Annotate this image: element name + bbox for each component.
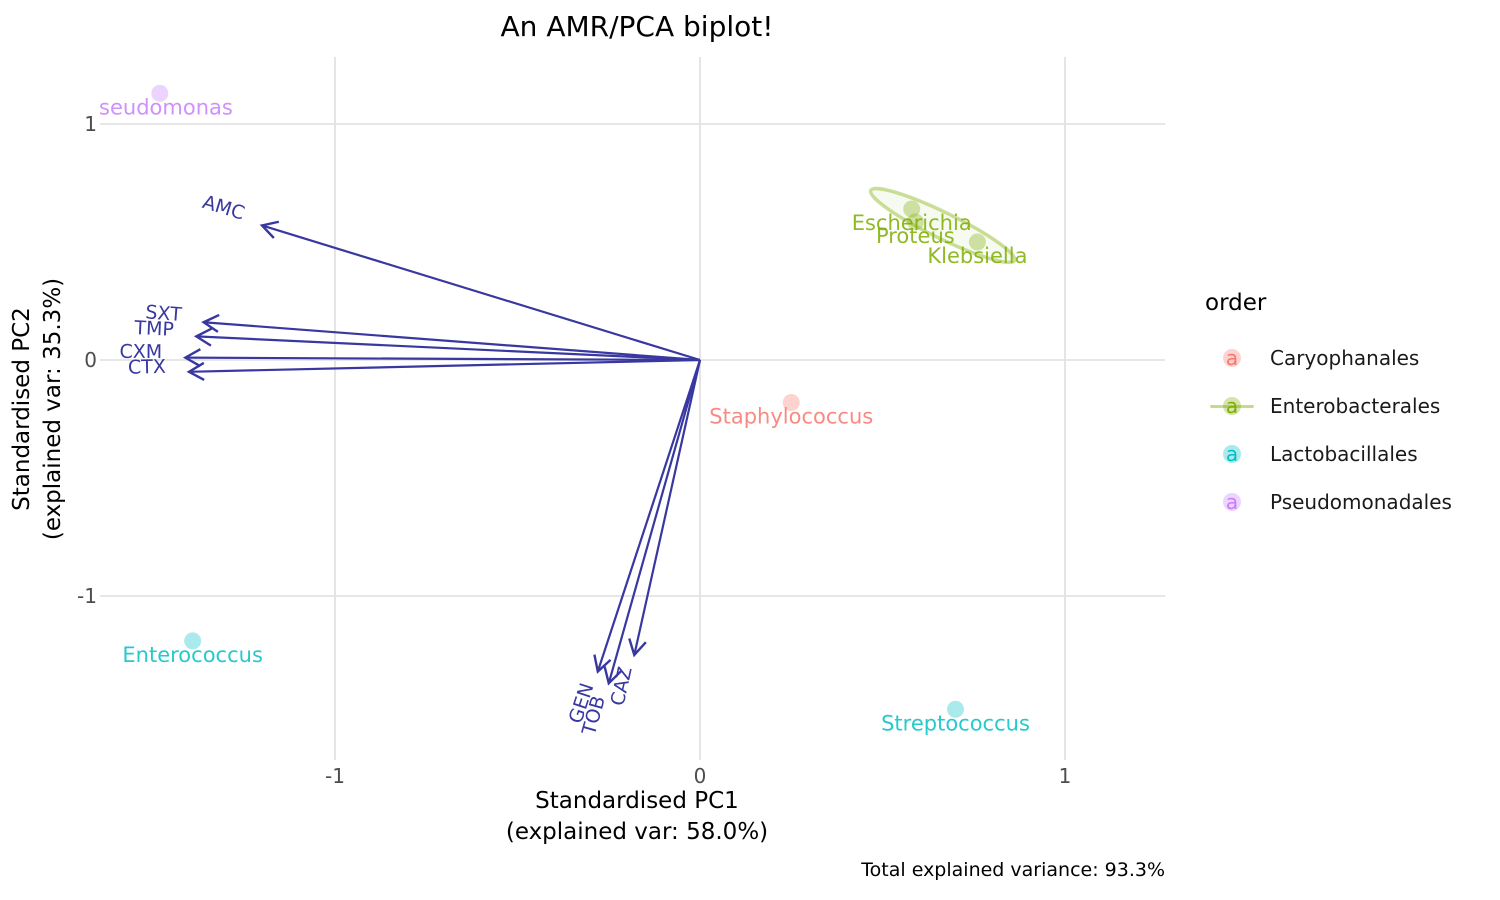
loading-arrow-AMC	[259, 220, 701, 362]
legend-key-letter: a	[1225, 442, 1239, 466]
loading-arrow-TMP	[193, 327, 701, 362]
x-axis-title-line1: Standardised PC1	[535, 788, 739, 814]
legend-item-lactobacillales: a Lactobacillales	[1205, 430, 1495, 478]
legend-key-icon: a	[1205, 484, 1259, 520]
loading-label-SXT: SXT	[145, 301, 183, 326]
legend-key-icon: a	[1205, 340, 1259, 376]
point-label-klebsiella: Klebsiella	[927, 244, 1027, 268]
loading-arrow-GEN	[593, 359, 702, 674]
point-pseudomonas	[151, 84, 169, 102]
legend-item-enterobacterales: a Enterobacterales	[1205, 382, 1495, 430]
loading-label-AMC: AMC	[200, 191, 247, 225]
legend-key-point	[1223, 493, 1241, 511]
legend-key-icon: a	[1205, 436, 1259, 472]
x-tick-label--1: -1	[325, 764, 345, 788]
point-label-enterococcus: Enterococcus	[122, 643, 263, 667]
point-escherichia	[903, 200, 921, 218]
point-proteus	[906, 213, 924, 231]
point-label-escherichia: Escherichia	[852, 211, 972, 235]
legend-item-caryophanales: a Caryophanales	[1205, 334, 1495, 382]
point-label-proteus: Proteus	[876, 224, 955, 248]
legend-item-label: Lactobacillales	[1270, 442, 1418, 466]
loading-arrow-CTX	[186, 358, 701, 382]
group-ellipse-enterobacterales	[868, 186, 1017, 265]
y-tick-label-1: 1	[84, 112, 97, 136]
legend-item-label: Enterobacterales	[1270, 394, 1441, 418]
loading-arrow-CXM	[182, 348, 701, 368]
point-streptococcus	[947, 700, 964, 718]
loading-arrow-SXT	[201, 313, 701, 362]
y-axis-title: Standardised PC2 (explained var: 35.3%)	[7, 169, 69, 649]
panel-content: AMCSXTTMPCXMCTXCAZGENTOBPseudomonasEsche…	[87, 84, 1030, 738]
y-tick-label--1: -1	[77, 584, 97, 608]
x-axis-title: Standardised PC1 (explained var: 58.0%)	[337, 786, 937, 848]
chart-title: An AMR/PCA biplot!	[500, 10, 774, 43]
axis-tick-labels: -1 0 1 1 0 -1	[77, 112, 1071, 788]
legend-key-icon: a	[1205, 388, 1259, 424]
total-variance-caption: Total explained variance: 93.3%	[861, 859, 1165, 881]
legend-key-letter: a	[1225, 394, 1239, 418]
legend-item-label: Pseudomonadales	[1270, 490, 1452, 514]
legend-item-label: Caryophanales	[1270, 346, 1420, 370]
legend-key-point	[1223, 445, 1241, 463]
legend-items: a Caryophanales a Enterobacterales a Lactobac…	[1205, 334, 1495, 526]
point-label-streptococcus: Streptococcus	[881, 711, 1030, 735]
y-axis-title-line2: (explained var: 35.3%)	[40, 277, 66, 541]
loading-arrow-TOB	[603, 359, 702, 686]
x-tick-label-0: 0	[694, 764, 707, 788]
x-tick-label-1: 1	[1059, 764, 1072, 788]
legend-title: order	[1205, 290, 1267, 316]
legend-key-letter: a	[1225, 346, 1239, 370]
point-label-pseudomonas: Pseudomonas	[87, 95, 233, 119]
legend-key-ellipse-line	[1210, 404, 1254, 408]
legend-key-point	[1223, 397, 1241, 415]
legend-key-letter: a	[1225, 490, 1239, 514]
y-axis-title-line1: Standardised PC2	[9, 307, 35, 511]
point-enterococcus	[184, 632, 202, 650]
point-klebsiella	[968, 233, 986, 251]
legend-key-point	[1223, 349, 1241, 367]
point-staphylococcus	[782, 393, 800, 411]
loading-arrow-CAZ	[628, 359, 702, 658]
x-axis-title-line2: (explained var: 58.0%)	[505, 819, 769, 845]
legend: order a Caryophanales a Enterobacterales a La…	[1205, 288, 1495, 526]
point-label-staphylococcus: Staphylococcus	[709, 404, 873, 428]
y-tick-label-0: 0	[84, 348, 97, 372]
loading-label-TMP: TMP	[133, 317, 174, 341]
legend-item-pseudomonadales: a Pseudomonadales	[1205, 478, 1495, 526]
loading-label-CXM: CXM	[119, 341, 162, 363]
loading-label-CTX: CTX	[128, 356, 166, 379]
